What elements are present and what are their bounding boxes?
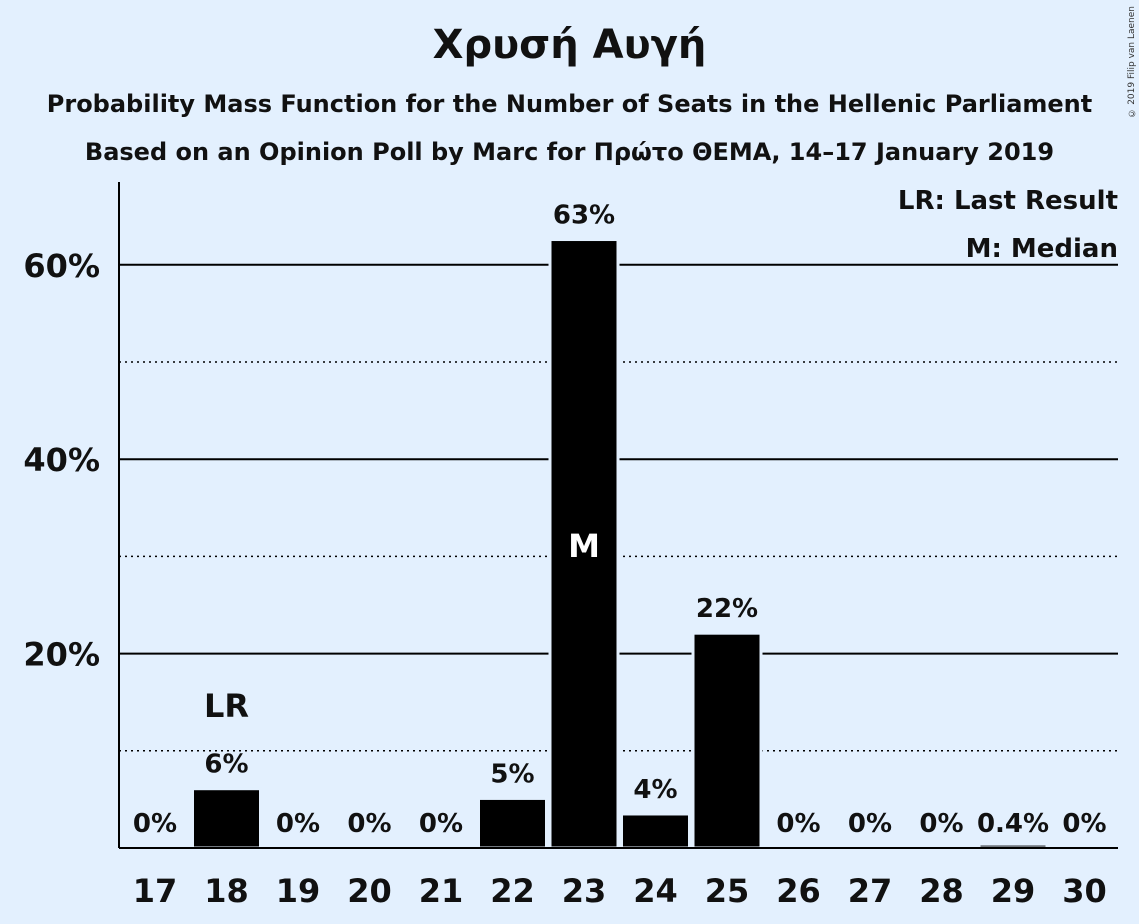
axes	[118, 182, 1118, 849]
data-label: 6%	[204, 750, 248, 780]
data-label: 0%	[1062, 809, 1106, 839]
x-tick-label: 20	[347, 872, 392, 910]
data-label: 22%	[696, 594, 758, 624]
data-label: 0%	[919, 809, 963, 839]
y-tick-label: 20%	[23, 636, 100, 674]
labels: 20% 40% 60% 0% 17 6% 18 0% 19 0% 20 0% 21 5% 22 63% 23 4%…	[23, 201, 1106, 910]
x-tick-label: 22	[490, 872, 535, 910]
bars	[191, 238, 1049, 850]
x-tick-label: 17	[133, 872, 178, 910]
y-tick-label: 40%	[23, 441, 100, 479]
data-label: 4%	[633, 775, 677, 805]
x-tick-label: 25	[705, 872, 750, 910]
bar	[620, 812, 691, 850]
bar	[477, 796, 548, 850]
chart-subtitle-2: Based on an Opinion Poll by Marc for Πρώ…	[84, 138, 1055, 166]
x-tick-label: 24	[633, 872, 678, 910]
data-label: 0%	[276, 809, 320, 839]
data-label: 0%	[347, 809, 391, 839]
y-tick-label: 60%	[23, 247, 100, 285]
x-tick-label: 18	[204, 872, 249, 910]
data-label: 0%	[776, 809, 820, 839]
data-label: 63%	[553, 201, 615, 231]
x-tick-label: 23	[562, 872, 607, 910]
last-result-marker: LR	[204, 687, 249, 725]
data-label: 0%	[419, 809, 463, 839]
x-tick-label: 30	[1062, 872, 1107, 910]
x-tick-label: 29	[991, 872, 1036, 910]
x-tick-label: 21	[419, 872, 464, 910]
data-label: 0%	[848, 809, 892, 839]
x-tick-label: 26	[776, 872, 821, 910]
data-label: 5%	[490, 759, 534, 789]
bar	[191, 787, 262, 850]
bar	[548, 238, 620, 850]
legend-last-result: LR: Last Result	[898, 186, 1118, 216]
data-label: 0.4%	[977, 809, 1049, 839]
x-tick-label: 28	[919, 872, 964, 910]
chart-subtitle-1: Probability Mass Function for the Number…	[46, 90, 1093, 118]
legend-median: M: Median	[966, 234, 1118, 264]
x-tick-label: 27	[848, 872, 893, 910]
median-marker: M	[568, 527, 600, 565]
data-label: 0%	[133, 809, 177, 839]
bar	[691, 631, 763, 850]
x-tick-label: 19	[276, 872, 321, 910]
chart-title: Χρυσή Αυγή	[432, 22, 707, 68]
